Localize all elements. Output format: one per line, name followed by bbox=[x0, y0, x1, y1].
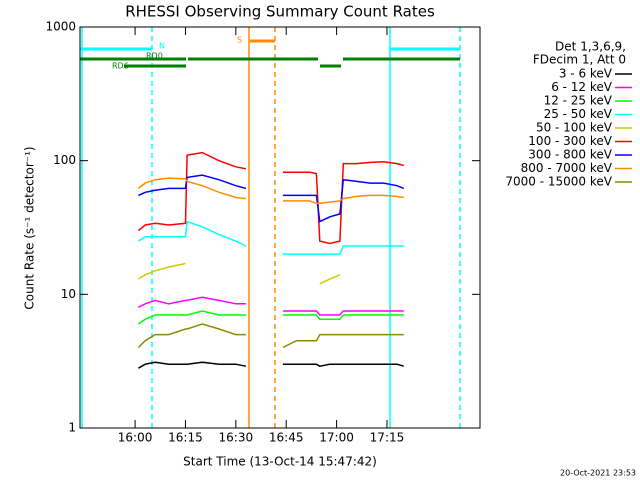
legend-label: 300 - 800 keV bbox=[528, 148, 612, 162]
series-line bbox=[137, 177, 246, 200]
state-markers bbox=[80, 27, 461, 428]
y-tick-label: 1 bbox=[68, 421, 76, 435]
series-line bbox=[137, 262, 186, 280]
plot-frame bbox=[79, 26, 481, 429]
y-tick-label: 10 bbox=[61, 287, 76, 301]
legend-header: FDecim 1, Att 0 bbox=[533, 53, 626, 67]
series-line bbox=[282, 178, 405, 223]
legend-header: Det 1,3,6,9, bbox=[555, 40, 626, 54]
legend-label: 25 - 50 keV bbox=[544, 107, 613, 121]
series-line bbox=[138, 296, 246, 308]
y-tick-label: 1000 bbox=[45, 20, 76, 34]
footer: 20-Oct-2021 23:53 bbox=[560, 469, 636, 478]
annotation: RD0 bbox=[146, 52, 163, 61]
legend-label: 12 - 25 keV bbox=[544, 94, 613, 108]
legend-label: 7000 - 15000 keV bbox=[505, 175, 612, 189]
series-line bbox=[282, 161, 405, 245]
legend-label: 100 - 300 keV bbox=[528, 134, 612, 148]
x-tick-label: 16:30 bbox=[219, 431, 254, 445]
series-line bbox=[138, 174, 247, 197]
x-tick-label: 17:15 bbox=[370, 431, 405, 445]
series-line bbox=[137, 310, 246, 325]
y-tick-label: 100 bbox=[53, 153, 76, 167]
legend-label: 3 - 6 keV bbox=[559, 67, 613, 81]
annotation: S bbox=[237, 36, 242, 45]
legend-label: 50 - 100 keV bbox=[536, 121, 613, 135]
legend-label: 800 - 7000 keV bbox=[521, 161, 613, 175]
series-line bbox=[137, 323, 246, 349]
chart-title: RHESSI Observing Summary Count Rates bbox=[125, 3, 435, 21]
x-tick-label: 16:15 bbox=[168, 431, 203, 445]
series-line bbox=[319, 274, 341, 285]
series-line bbox=[137, 220, 247, 247]
series-line bbox=[282, 333, 404, 349]
annotation: N bbox=[159, 42, 165, 51]
series-line bbox=[282, 245, 404, 255]
x-tick-label: 17:00 bbox=[319, 431, 354, 445]
series-line bbox=[138, 361, 247, 369]
x-tick-label: 16:00 bbox=[118, 431, 153, 445]
annotation: RD6 bbox=[112, 62, 129, 71]
series-line bbox=[137, 151, 247, 232]
y-axis-label: Count Rate (s⁻¹ detector⁻¹) bbox=[23, 146, 37, 309]
series-line bbox=[282, 314, 404, 321]
x-axis-label: Start Time (13-Oct-14 15:47:42) bbox=[183, 455, 377, 469]
legend-label: 6 - 12 keV bbox=[551, 80, 613, 94]
series-line bbox=[282, 310, 404, 316]
series-line bbox=[282, 363, 405, 367]
x-tick-label: 16:45 bbox=[269, 431, 304, 445]
series-line bbox=[282, 194, 404, 205]
